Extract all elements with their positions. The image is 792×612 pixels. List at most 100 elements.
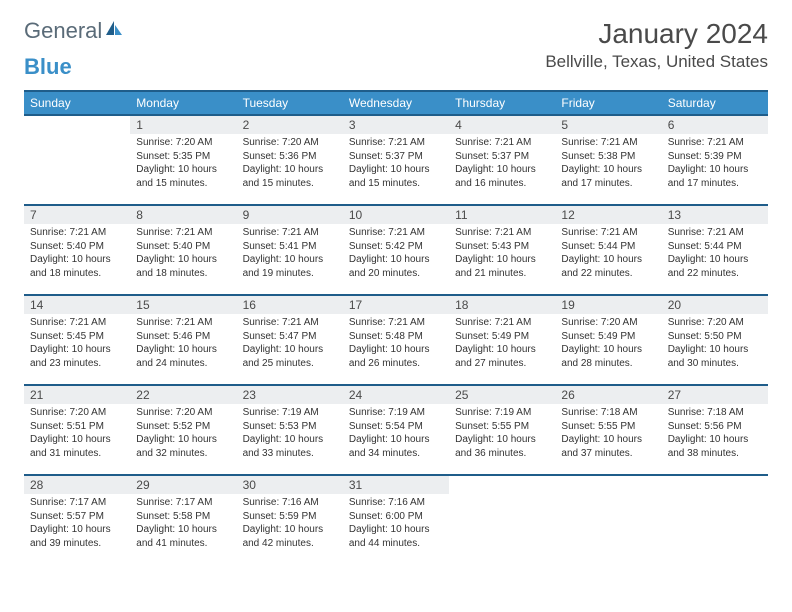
calendar-cell: 29Sunrise: 7:17 AMSunset: 5:58 PMDayligh… — [130, 475, 236, 565]
calendar-cell: 11Sunrise: 7:21 AMSunset: 5:43 PMDayligh… — [449, 205, 555, 295]
calendar-cell — [24, 115, 130, 205]
day-details: Sunrise: 7:21 AMSunset: 5:43 PMDaylight:… — [449, 224, 555, 282]
day-details: Sunrise: 7:21 AMSunset: 5:40 PMDaylight:… — [130, 224, 236, 282]
day-details: Sunrise: 7:21 AMSunset: 5:44 PMDaylight:… — [555, 224, 661, 282]
calendar-cell: 24Sunrise: 7:19 AMSunset: 5:54 PMDayligh… — [343, 385, 449, 475]
day-number: 17 — [343, 296, 449, 314]
day-number: 1 — [130, 116, 236, 134]
calendar-cell: 21Sunrise: 7:20 AMSunset: 5:51 PMDayligh… — [24, 385, 130, 475]
day-details: Sunrise: 7:21 AMSunset: 5:38 PMDaylight:… — [555, 134, 661, 192]
day-number: 8 — [130, 206, 236, 224]
day-number: 31 — [343, 476, 449, 494]
day-header: Wednesday — [343, 91, 449, 115]
day-number: 26 — [555, 386, 661, 404]
calendar-cell — [449, 475, 555, 565]
day-number: 27 — [662, 386, 768, 404]
day-number: 18 — [449, 296, 555, 314]
day-header: Thursday — [449, 91, 555, 115]
day-number: 10 — [343, 206, 449, 224]
day-details: Sunrise: 7:21 AMSunset: 5:48 PMDaylight:… — [343, 314, 449, 372]
logo-text-1: General — [24, 18, 102, 44]
calendar-table: SundayMondayTuesdayWednesdayThursdayFrid… — [24, 90, 768, 565]
calendar-cell: 16Sunrise: 7:21 AMSunset: 5:47 PMDayligh… — [237, 295, 343, 385]
day-number: 2 — [237, 116, 343, 134]
logo: General — [24, 18, 124, 44]
day-number: 20 — [662, 296, 768, 314]
day-number: 29 — [130, 476, 236, 494]
day-number: 21 — [24, 386, 130, 404]
day-details: Sunrise: 7:16 AMSunset: 5:59 PMDaylight:… — [237, 494, 343, 552]
day-header: Saturday — [662, 91, 768, 115]
calendar-cell — [555, 475, 661, 565]
day-number: 14 — [24, 296, 130, 314]
day-number: 12 — [555, 206, 661, 224]
calendar-cell: 22Sunrise: 7:20 AMSunset: 5:52 PMDayligh… — [130, 385, 236, 475]
calendar-cell — [662, 475, 768, 565]
calendar-cell: 8Sunrise: 7:21 AMSunset: 5:40 PMDaylight… — [130, 205, 236, 295]
day-details: Sunrise: 7:18 AMSunset: 5:56 PMDaylight:… — [662, 404, 768, 462]
day-details: Sunrise: 7:19 AMSunset: 5:54 PMDaylight:… — [343, 404, 449, 462]
calendar-cell: 28Sunrise: 7:17 AMSunset: 5:57 PMDayligh… — [24, 475, 130, 565]
calendar-cell: 23Sunrise: 7:19 AMSunset: 5:53 PMDayligh… — [237, 385, 343, 475]
calendar-cell: 20Sunrise: 7:20 AMSunset: 5:50 PMDayligh… — [662, 295, 768, 385]
calendar-cell: 26Sunrise: 7:18 AMSunset: 5:55 PMDayligh… — [555, 385, 661, 475]
day-details: Sunrise: 7:21 AMSunset: 5:37 PMDaylight:… — [343, 134, 449, 192]
day-number: 30 — [237, 476, 343, 494]
day-details: Sunrise: 7:16 AMSunset: 6:00 PMDaylight:… — [343, 494, 449, 552]
day-details: Sunrise: 7:20 AMSunset: 5:35 PMDaylight:… — [130, 134, 236, 192]
day-number: 25 — [449, 386, 555, 404]
logo-sail-icon — [104, 19, 124, 37]
day-details: Sunrise: 7:21 AMSunset: 5:42 PMDaylight:… — [343, 224, 449, 282]
day-details: Sunrise: 7:18 AMSunset: 5:55 PMDaylight:… — [555, 404, 661, 462]
day-number: 15 — [130, 296, 236, 314]
calendar-cell: 7Sunrise: 7:21 AMSunset: 5:40 PMDaylight… — [24, 205, 130, 295]
day-number: 19 — [555, 296, 661, 314]
day-number: 9 — [237, 206, 343, 224]
day-details: Sunrise: 7:19 AMSunset: 5:55 PMDaylight:… — [449, 404, 555, 462]
day-details: Sunrise: 7:20 AMSunset: 5:50 PMDaylight:… — [662, 314, 768, 372]
day-details: Sunrise: 7:20 AMSunset: 5:52 PMDaylight:… — [130, 404, 236, 462]
calendar-cell: 27Sunrise: 7:18 AMSunset: 5:56 PMDayligh… — [662, 385, 768, 475]
calendar-cell: 12Sunrise: 7:21 AMSunset: 5:44 PMDayligh… — [555, 205, 661, 295]
day-details: Sunrise: 7:21 AMSunset: 5:44 PMDaylight:… — [662, 224, 768, 282]
day-details: Sunrise: 7:17 AMSunset: 5:58 PMDaylight:… — [130, 494, 236, 552]
calendar-cell: 17Sunrise: 7:21 AMSunset: 5:48 PMDayligh… — [343, 295, 449, 385]
calendar-cell: 1Sunrise: 7:20 AMSunset: 5:35 PMDaylight… — [130, 115, 236, 205]
day-details: Sunrise: 7:20 AMSunset: 5:49 PMDaylight:… — [555, 314, 661, 372]
day-details: Sunrise: 7:21 AMSunset: 5:39 PMDaylight:… — [662, 134, 768, 192]
day-number: 24 — [343, 386, 449, 404]
day-details: Sunrise: 7:19 AMSunset: 5:53 PMDaylight:… — [237, 404, 343, 462]
calendar-cell: 2Sunrise: 7:20 AMSunset: 5:36 PMDaylight… — [237, 115, 343, 205]
day-details: Sunrise: 7:21 AMSunset: 5:40 PMDaylight:… — [24, 224, 130, 282]
calendar-cell: 19Sunrise: 7:20 AMSunset: 5:49 PMDayligh… — [555, 295, 661, 385]
calendar-cell: 10Sunrise: 7:21 AMSunset: 5:42 PMDayligh… — [343, 205, 449, 295]
day-number: 6 — [662, 116, 768, 134]
logo-text-2: Blue — [24, 54, 72, 80]
calendar-cell: 31Sunrise: 7:16 AMSunset: 6:00 PMDayligh… — [343, 475, 449, 565]
day-details: Sunrise: 7:21 AMSunset: 5:41 PMDaylight:… — [237, 224, 343, 282]
day-header: Sunday — [24, 91, 130, 115]
day-number: 28 — [24, 476, 130, 494]
day-number: 4 — [449, 116, 555, 134]
day-details: Sunrise: 7:21 AMSunset: 5:46 PMDaylight:… — [130, 314, 236, 372]
page-title: January 2024 — [545, 18, 768, 50]
calendar-cell: 4Sunrise: 7:21 AMSunset: 5:37 PMDaylight… — [449, 115, 555, 205]
day-details: Sunrise: 7:20 AMSunset: 5:36 PMDaylight:… — [237, 134, 343, 192]
day-header: Monday — [130, 91, 236, 115]
day-number: 22 — [130, 386, 236, 404]
day-number: 23 — [237, 386, 343, 404]
calendar-cell: 3Sunrise: 7:21 AMSunset: 5:37 PMDaylight… — [343, 115, 449, 205]
calendar-cell: 30Sunrise: 7:16 AMSunset: 5:59 PMDayligh… — [237, 475, 343, 565]
day-number: 16 — [237, 296, 343, 314]
day-number: 13 — [662, 206, 768, 224]
calendar-cell: 15Sunrise: 7:21 AMSunset: 5:46 PMDayligh… — [130, 295, 236, 385]
day-details: Sunrise: 7:17 AMSunset: 5:57 PMDaylight:… — [24, 494, 130, 552]
calendar-cell: 14Sunrise: 7:21 AMSunset: 5:45 PMDayligh… — [24, 295, 130, 385]
calendar-cell: 9Sunrise: 7:21 AMSunset: 5:41 PMDaylight… — [237, 205, 343, 295]
day-details: Sunrise: 7:21 AMSunset: 5:45 PMDaylight:… — [24, 314, 130, 372]
day-number: 3 — [343, 116, 449, 134]
calendar-cell: 18Sunrise: 7:21 AMSunset: 5:49 PMDayligh… — [449, 295, 555, 385]
day-details: Sunrise: 7:21 AMSunset: 5:47 PMDaylight:… — [237, 314, 343, 372]
day-details: Sunrise: 7:21 AMSunset: 5:37 PMDaylight:… — [449, 134, 555, 192]
day-details: Sunrise: 7:20 AMSunset: 5:51 PMDaylight:… — [24, 404, 130, 462]
